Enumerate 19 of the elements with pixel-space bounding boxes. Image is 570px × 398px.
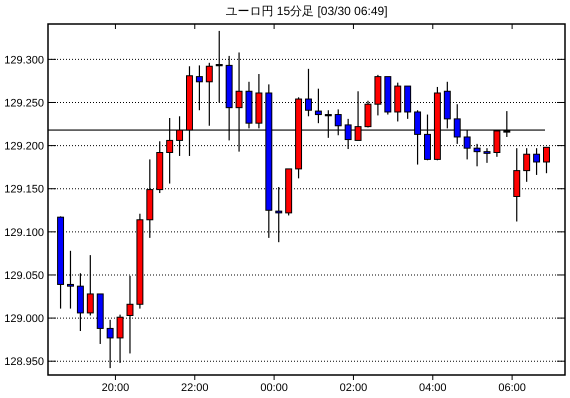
candlestick: [314, 88, 322, 124]
y-tick-label: 129.300: [4, 54, 44, 66]
y-tick-label: 128.950: [4, 356, 44, 368]
y-tick-label: 129.250: [4, 97, 44, 110]
y-tick-label: 129.200: [4, 140, 44, 153]
y-tick-label: 129.100: [4, 226, 44, 239]
y-tick-label: 129.150: [4, 184, 44, 196]
candlestick: [484, 148, 490, 164]
candlestick: [523, 148, 530, 182]
candlestick: [533, 148, 540, 176]
x-tick-label: 00:00: [260, 382, 288, 394]
x-tick-label: 02:00: [340, 382, 368, 394]
x-tick-label: 22:00: [181, 382, 209, 394]
y-tick-label: 129.000: [4, 313, 44, 326]
x-tick-label: 06:00: [498, 382, 526, 394]
x-tick-label: 04:00: [419, 382, 447, 394]
x-tick-label: 20:00: [102, 382, 130, 394]
chart-title: ユーロ円 15分足 [03/30 06:49]: [225, 4, 388, 18]
y-tick-label: 129.050: [4, 270, 44, 282]
